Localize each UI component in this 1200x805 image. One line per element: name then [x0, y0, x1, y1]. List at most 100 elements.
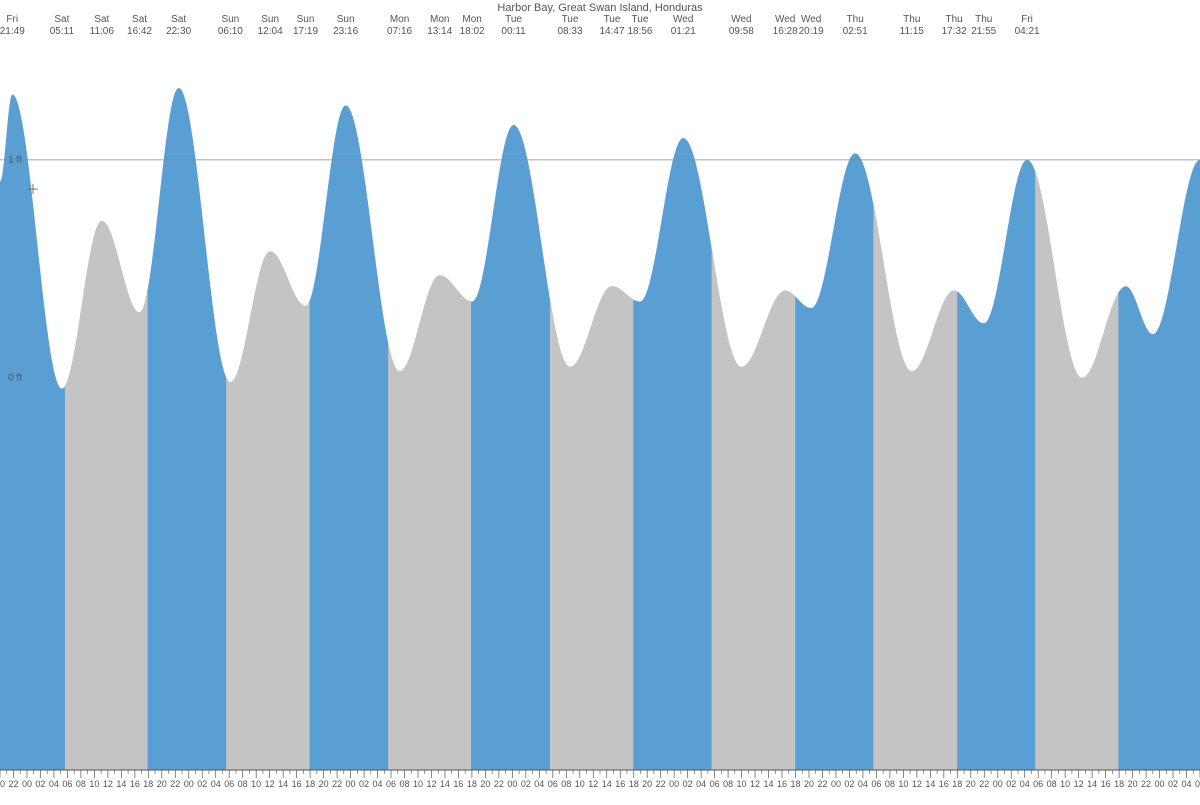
- x-axis-hour: 06: [548, 779, 558, 789]
- x-axis-hour: 18: [143, 779, 153, 789]
- chart-title: Harbor Bay, Great Swan Island, Honduras: [0, 2, 1200, 14]
- x-axis-hour: 02: [844, 779, 854, 789]
- x-axis-hour: 08: [885, 779, 895, 789]
- tide-event-label: Sun23:16: [333, 14, 358, 38]
- tide-area-day: [388, 275, 471, 770]
- tide-event-label: Tue18:56: [627, 14, 652, 38]
- tide-area-day: [873, 204, 957, 770]
- x-axis-hour: 18: [305, 779, 315, 789]
- x-axis-hour: 16: [292, 779, 302, 789]
- x-axis-hour: 20: [1128, 779, 1138, 789]
- x-axis-hour: 18: [1114, 779, 1124, 789]
- x-axis-hour: 06: [62, 779, 72, 789]
- x-axis-hour: 18: [790, 779, 800, 789]
- x-axis-hour: 08: [399, 779, 409, 789]
- x-axis-hour: 00: [831, 779, 841, 789]
- x-axis-hour: 14: [1087, 779, 1097, 789]
- tide-area-day: [550, 286, 633, 770]
- x-axis-hour: 14: [116, 779, 126, 789]
- x-axis-hour: 16: [615, 779, 625, 789]
- x-axis-hour: 08: [1047, 779, 1057, 789]
- x-axis-hour: 20: [319, 779, 329, 789]
- x-axis-hour: 18: [629, 779, 639, 789]
- x-axis-hour: 12: [103, 779, 113, 789]
- x-axis-hour: 02: [1168, 779, 1178, 789]
- tide-event-label: Tue00:11: [501, 14, 525, 38]
- x-axis-hour: 02: [1006, 779, 1016, 789]
- chart-svg: [0, 0, 1200, 800]
- x-axis-hour: 22: [170, 779, 180, 789]
- x-axis-hour: 22: [494, 779, 504, 789]
- x-axis-hour: 10: [251, 779, 261, 789]
- x-axis-hour: 16: [777, 779, 787, 789]
- x-axis-hour: 08: [76, 779, 86, 789]
- x-axis-hour: 20: [480, 779, 490, 789]
- y-axis-label: 0 ft: [8, 372, 22, 383]
- x-axis-hour: 06: [710, 779, 720, 789]
- x-axis-hour: 00: [669, 779, 679, 789]
- x-axis-hour: 20: [157, 779, 167, 789]
- x-axis-hour: 18: [467, 779, 477, 789]
- x-axis-hour: 12: [912, 779, 922, 789]
- x-axis-hour: 20: [966, 779, 976, 789]
- tide-event-label: Thu17:32: [942, 14, 967, 38]
- tide-event-label: Wed09:58: [729, 14, 754, 38]
- tide-area-day: [1035, 171, 1118, 770]
- tide-event-label: Mon07:16: [387, 14, 412, 38]
- x-axis-hour: 02: [683, 779, 693, 789]
- tide-event-label: Fri04:21: [1015, 14, 1040, 38]
- x-axis-hour: 22: [8, 779, 18, 789]
- x-axis-hour: 10: [737, 779, 747, 789]
- tide-area-day: [712, 248, 796, 770]
- tide-area-day: [226, 251, 309, 770]
- x-axis-hour: 06: [386, 779, 396, 789]
- tide-event-label: Sun06:10: [218, 14, 243, 38]
- x-axis-hour: 10: [575, 779, 585, 789]
- x-axis-hour: 00: [22, 779, 32, 789]
- x-axis-hour: 14: [278, 779, 288, 789]
- tide-chart: Harbor Bay, Great Swan Island, Honduras …: [0, 0, 1200, 800]
- x-axis-hour: 08: [723, 779, 733, 789]
- tide-event-label: Mon13:14: [427, 14, 452, 38]
- x-axis-hour: 04: [1020, 779, 1030, 789]
- x-axis-hour: 04: [858, 779, 868, 789]
- x-axis-hour: 14: [602, 779, 612, 789]
- x-axis-hour: 16: [453, 779, 463, 789]
- x-axis-hour: 12: [588, 779, 598, 789]
- tide-event-label: Tue08:33: [557, 14, 582, 38]
- x-axis-hour: 00: [346, 779, 356, 789]
- x-axis-hour: 02: [521, 779, 531, 789]
- x-axis-hour: 22: [979, 779, 989, 789]
- x-axis-hour: 10: [1060, 779, 1070, 789]
- x-axis-hour: 04: [534, 779, 544, 789]
- x-axis-hour: 00: [1155, 779, 1165, 789]
- tide-event-label: Sat11:06: [90, 14, 114, 38]
- x-axis-hour: 10: [89, 779, 99, 789]
- x-axis-hour: 00: [993, 779, 1003, 789]
- tide-event-label: Fri21:49: [0, 14, 25, 38]
- x-axis-hour: 00: [507, 779, 517, 789]
- x-axis-hour: 02: [359, 779, 369, 789]
- x-axis-hour: 12: [750, 779, 760, 789]
- tide-event-label: Wed16:28: [773, 14, 798, 38]
- x-axis-hour: 04: [373, 779, 383, 789]
- x-axis-hour: 08: [561, 779, 571, 789]
- x-axis-hour: 16: [1101, 779, 1111, 789]
- x-axis-hour: 08: [238, 779, 248, 789]
- tide-event-label: Tue14:47: [599, 14, 624, 38]
- tide-event-label: Wed01:21: [671, 14, 696, 38]
- x-axis-hour: 06: [1033, 779, 1043, 789]
- x-axis-hour: 16: [130, 779, 140, 789]
- tide-event-label: Wed20:19: [799, 14, 824, 38]
- x-axis-hour: 22: [817, 779, 827, 789]
- x-axis-hour: 06: [224, 779, 234, 789]
- tide-event-label: Sat16:42: [127, 14, 152, 38]
- x-axis-hour: 10: [413, 779, 423, 789]
- x-axis-hour: 02: [197, 779, 207, 789]
- x-axis-hour: 20: [642, 779, 652, 789]
- tide-event-label: Thu02:51: [843, 14, 868, 38]
- x-axis-hour: 02: [35, 779, 45, 789]
- x-axis-hour: 22: [332, 779, 342, 789]
- x-axis-hour: 04: [49, 779, 59, 789]
- x-axis-hour: 18: [952, 779, 962, 789]
